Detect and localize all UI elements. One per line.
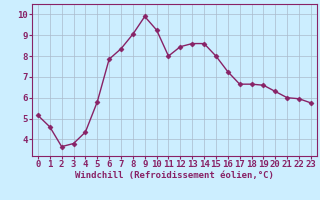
X-axis label: Windchill (Refroidissement éolien,°C): Windchill (Refroidissement éolien,°C) xyxy=(75,171,274,180)
